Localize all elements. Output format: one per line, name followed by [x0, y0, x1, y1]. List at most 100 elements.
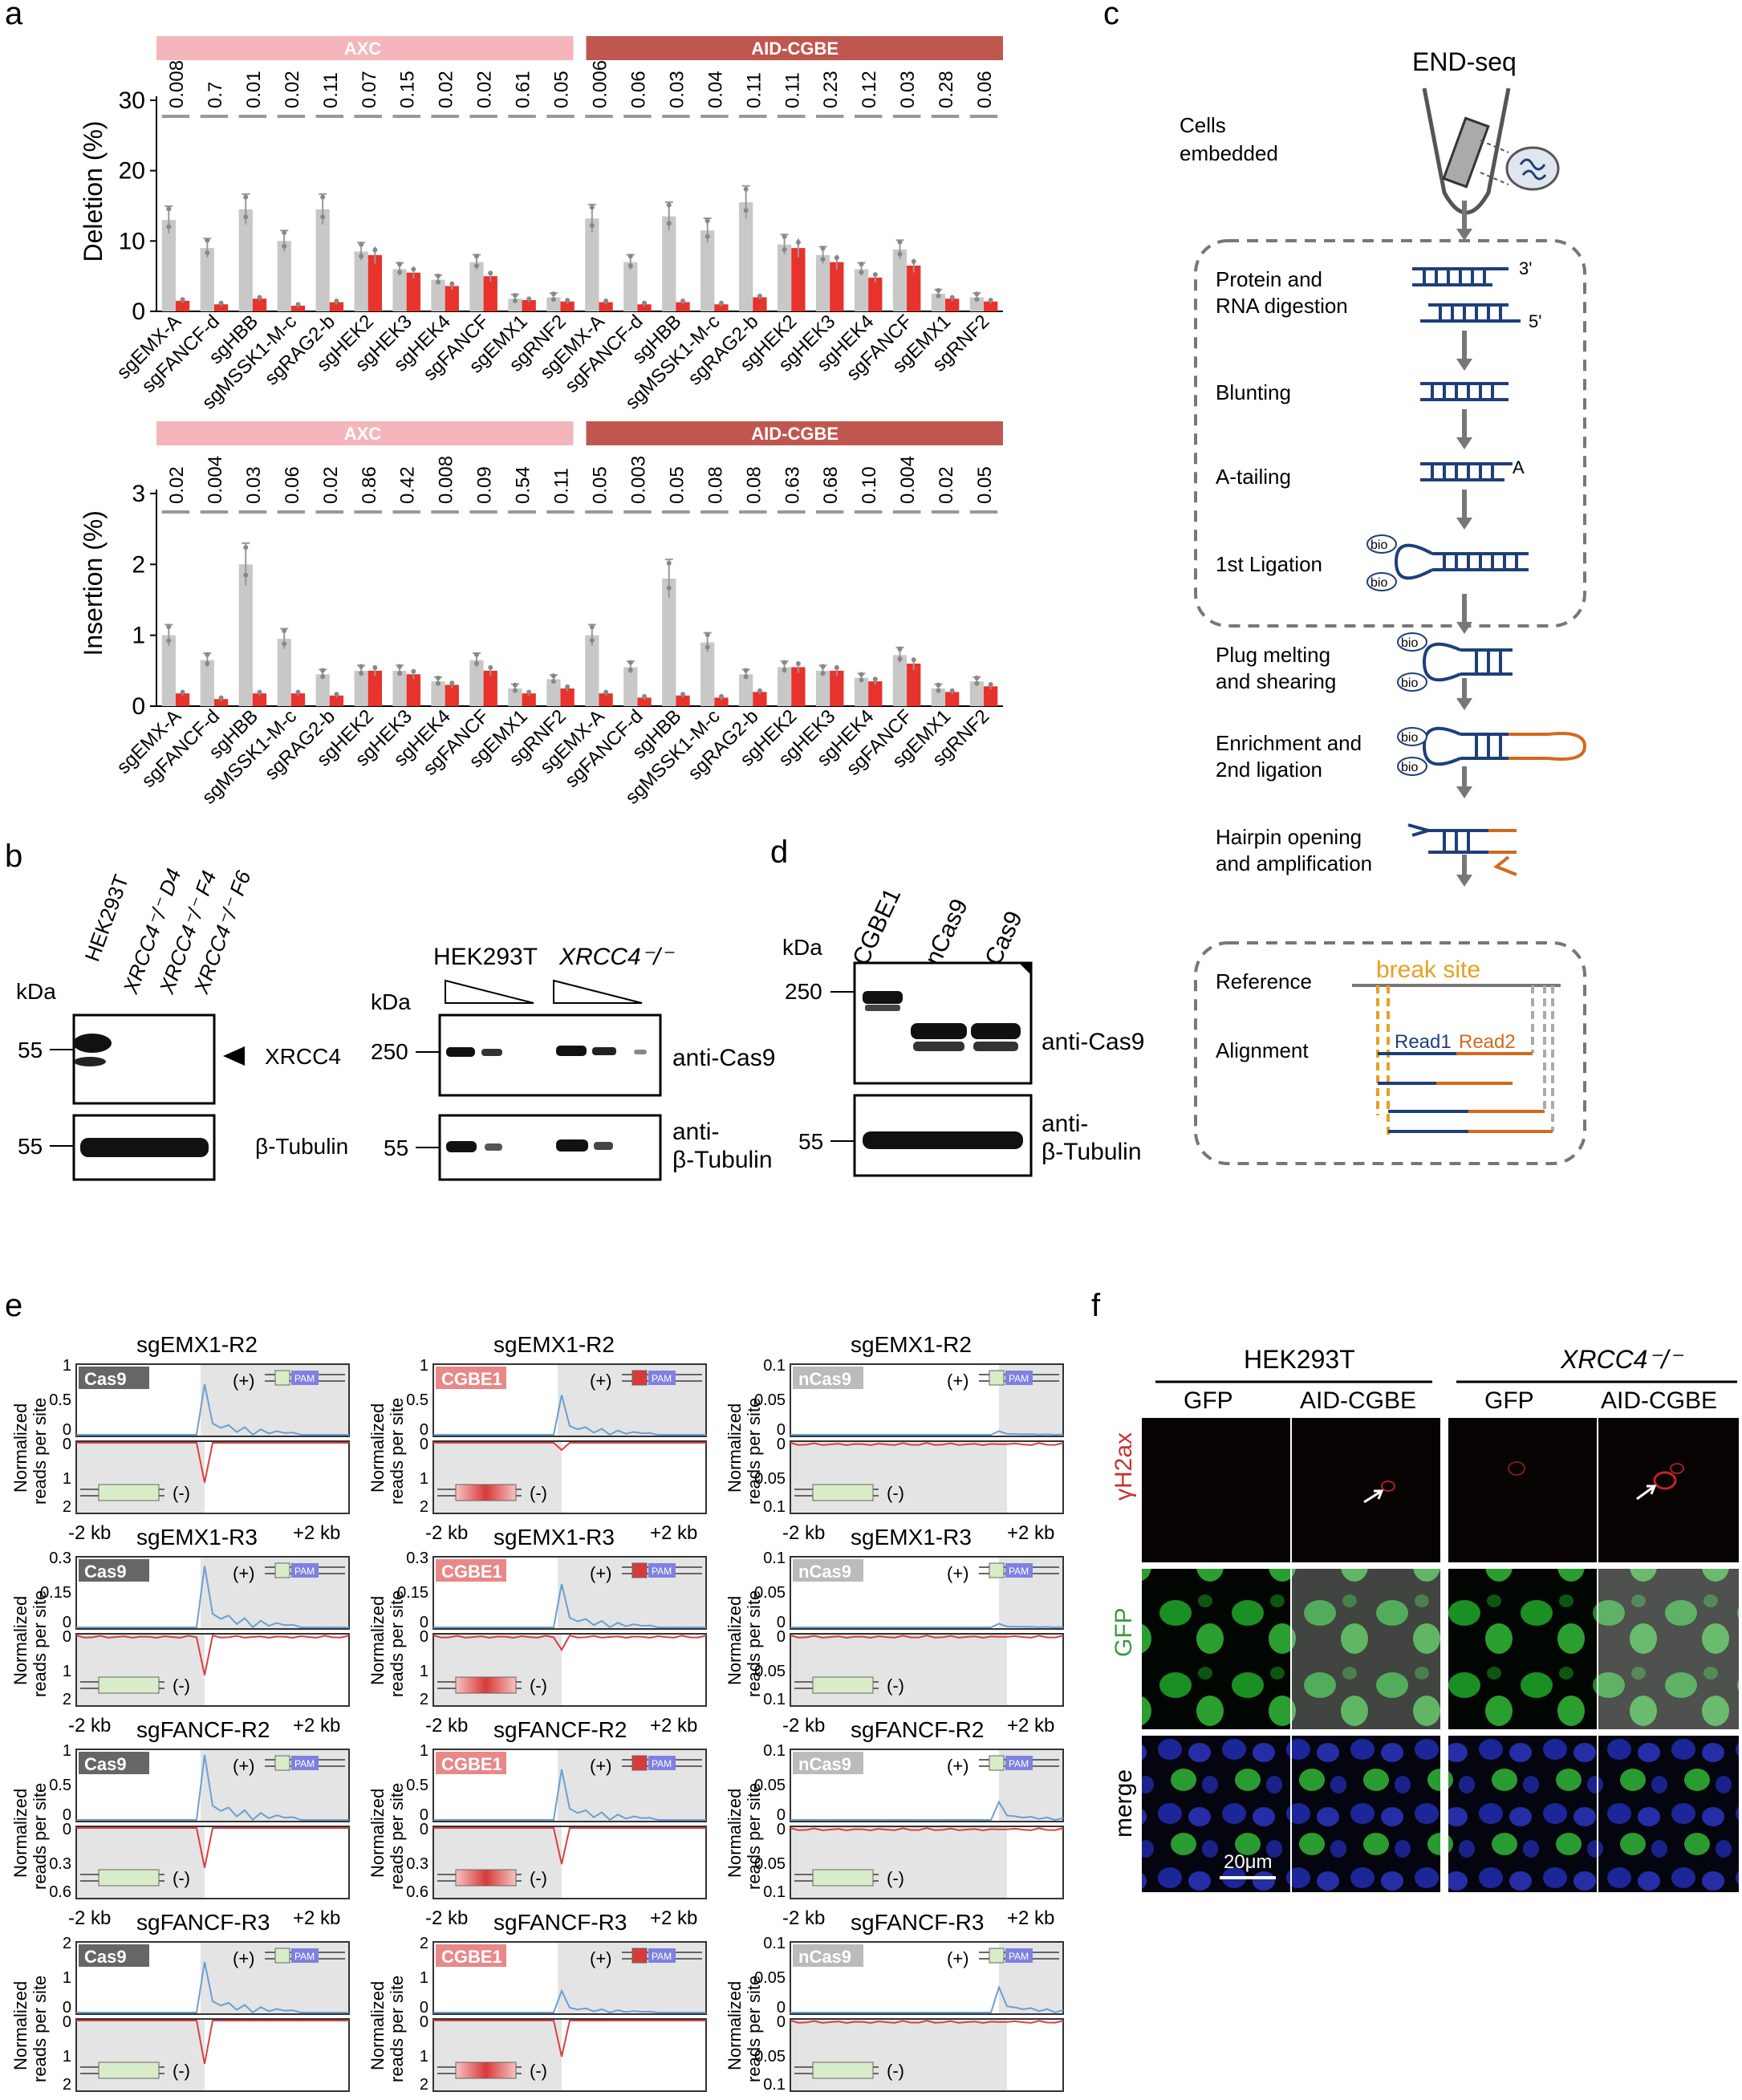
- bar-treated: [290, 693, 306, 706]
- y-tick-label: 0.1: [763, 1935, 786, 1952]
- y-axis-label: Normalized: [367, 1596, 388, 1685]
- minus-label: (-): [887, 1483, 904, 1503]
- y-axis-label: reads per site: [30, 1590, 50, 1697]
- p-value-label: 0.03: [666, 71, 688, 108]
- col-aid: AID-CGBE: [1300, 1387, 1416, 1414]
- y-axis-label: reads per site: [387, 1590, 407, 1697]
- x-label-left: -2 kb: [425, 1907, 468, 1929]
- bar-control: [815, 670, 830, 706]
- x-label-right: +2 kb: [293, 1715, 340, 1736]
- y-tick-label: 0: [132, 693, 145, 720]
- plus-label: (+): [233, 1371, 255, 1391]
- image-merge-hek-aid: [1292, 1736, 1440, 1892]
- y-tick-label: 2: [63, 2076, 71, 2094]
- bar-control: [662, 579, 676, 706]
- plus-signal-line: [790, 1430, 1064, 1436]
- y-tick-label: 0: [132, 299, 145, 325]
- y-tick-label: 1: [63, 2048, 71, 2065]
- plus-label: (+): [590, 1756, 612, 1776]
- bar-control: [777, 667, 792, 706]
- pam-label: PAM: [1009, 1758, 1029, 1769]
- break-site-label: break site: [1376, 957, 1480, 983]
- x-label-left: -2 kb: [425, 1522, 468, 1544]
- arrow-icon: [1363, 1489, 1384, 1504]
- minus-signal-line: [433, 1827, 706, 1865]
- plus-signal-line: [433, 1769, 706, 1822]
- plus-strand-plot: [790, 1749, 1064, 1822]
- profile-title: sgFANCF-R3: [493, 1910, 627, 1935]
- bar-control: [662, 216, 676, 311]
- y-axis-label: Normalized: [725, 1789, 745, 1878]
- lane-label: Cas9: [980, 908, 1028, 969]
- profile-title: sgEMX1-R2: [136, 1332, 258, 1357]
- group-label-axc: AXC: [344, 39, 382, 59]
- arrow-icon: [223, 1046, 245, 1066]
- y-tick-label: 0.3: [406, 1550, 428, 1567]
- bar-treated: [367, 254, 383, 311]
- bar-control: [238, 564, 253, 706]
- p-value-label: 0.15: [397, 71, 419, 108]
- y-tick-label: 0.3: [49, 1855, 71, 1873]
- y-tick-label: 0: [420, 2013, 428, 2031]
- plus-signal-line: [790, 1984, 1064, 2013]
- panel-f-microscopy: HEK293T XRCC4⁻/⁻ GFP AID-CGBE GFP AID-CG…: [1111, 1345, 1739, 1892]
- bar-control: [315, 674, 330, 706]
- y-tick-label: 0: [420, 1806, 428, 1824]
- y-tick-label: 0.5: [406, 1777, 428, 1794]
- marker-250: 250: [371, 1039, 408, 1064]
- p-value-label: 0.63: [782, 466, 803, 504]
- plus-strand-plot: [75, 1556, 350, 1630]
- bar-control: [931, 294, 946, 311]
- step-label: Protein and: [1216, 267, 1322, 291]
- group-band-aidcgbe: [586, 36, 1003, 60]
- bar-control: [392, 670, 407, 706]
- p-value-label: 0.02: [936, 466, 957, 504]
- y-tick-label: 20: [119, 158, 145, 185]
- minus-label: (-): [530, 1868, 547, 1888]
- p-value-label: 0.11: [743, 72, 765, 108]
- svg-text:bio: bio: [1370, 576, 1387, 590]
- bar-control: [739, 202, 753, 311]
- xrcc4-header: XRCC4⁻/⁻: [1560, 1345, 1683, 1374]
- y-tick-label: 0.1: [763, 1550, 786, 1567]
- y-tick-label: 0: [777, 1614, 786, 1631]
- y-tick-label: 0: [420, 1614, 428, 1631]
- step-label: and amplification: [1216, 851, 1372, 875]
- x-label-left: -2 kb: [425, 1715, 468, 1736]
- bar-control: [431, 279, 445, 311]
- bar-treated: [560, 688, 575, 706]
- bar-control: [546, 679, 561, 706]
- minus-strand-plot: [75, 1440, 350, 1514]
- panel-label-f: f: [1091, 1288, 1101, 1323]
- p-value-label: 0.02: [474, 71, 496, 108]
- read2-label: Read2: [1459, 1031, 1516, 1053]
- p-value-label: 0.06: [974, 71, 996, 108]
- p-value-label: 0.7: [205, 82, 226, 108]
- y-axis-label: reads per site: [30, 1783, 50, 1890]
- pam-label: PAM: [652, 1566, 672, 1577]
- plus-label: (+): [233, 1563, 255, 1583]
- x-label-right: +2 kb: [293, 1522, 340, 1544]
- y-axis-label: Normalized: [725, 1596, 745, 1685]
- plus-signal-line: [76, 1566, 349, 1629]
- enzyme-label: Cas9: [84, 1754, 127, 1774]
- enzyme-label: Cas9: [84, 1562, 127, 1582]
- minus-signal-line: [433, 2020, 706, 2057]
- p-value-label: 0.08: [705, 466, 726, 504]
- minus-signal-line: [790, 1442, 1064, 1447]
- y-tick-label: 0.05: [754, 1391, 786, 1409]
- group-band-axc: [156, 36, 574, 60]
- minus-label: (-): [887, 1868, 904, 1888]
- y-tick-label: 1: [63, 1742, 71, 1760]
- y-tick-label: 30: [119, 87, 145, 114]
- profile-title: sgEMX1-R2: [493, 1332, 615, 1357]
- plus-signal-line: [433, 1988, 706, 2014]
- bar-treated: [637, 304, 652, 311]
- profile-title: sgFANCF-R2: [136, 1717, 270, 1742]
- image-gfp-hek-gfp: [1142, 1569, 1290, 1729]
- bar-treated: [637, 697, 652, 706]
- y-tick-label: 0: [777, 1421, 786, 1439]
- p-value-label: 0.06: [627, 71, 649, 108]
- anti-cas9-label: anti-Cas9: [1042, 1029, 1144, 1055]
